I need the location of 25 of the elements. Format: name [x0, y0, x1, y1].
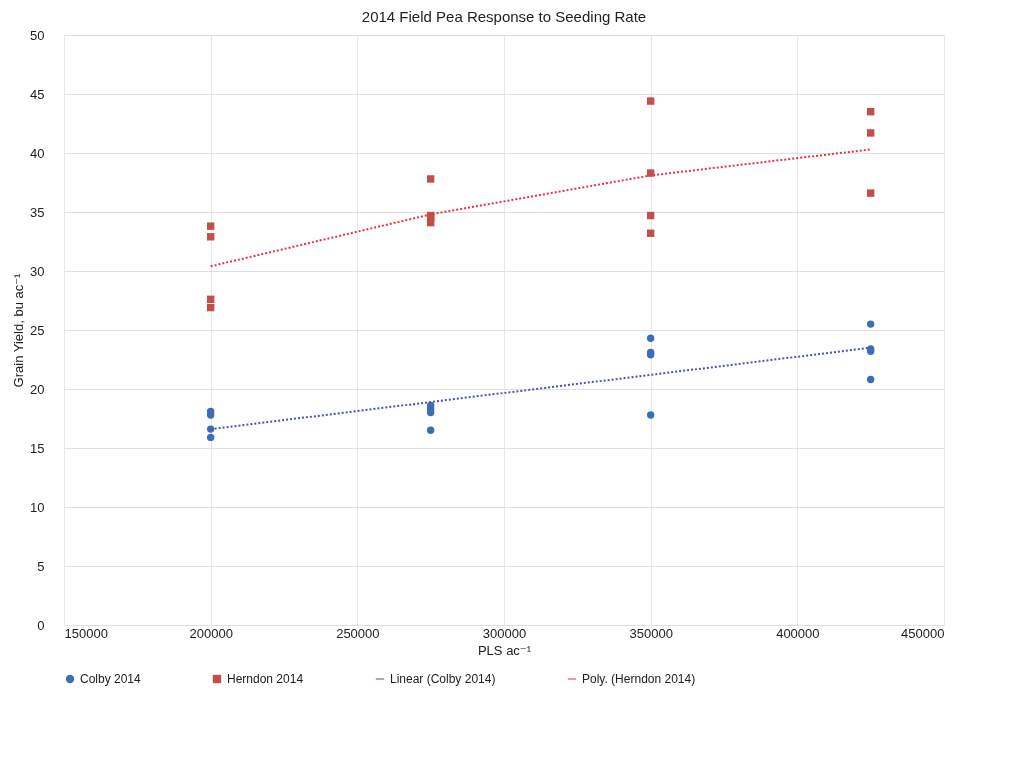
- y-tick-label: 40: [30, 145, 45, 161]
- y-tick-label: 25: [30, 322, 45, 338]
- x-tick-label: 450000: [901, 625, 945, 641]
- y-tick-label: 35: [30, 204, 45, 220]
- legend-label: Linear (Colby 2014): [390, 672, 496, 686]
- y-tick-label: 30: [30, 263, 45, 279]
- chart-title: 2014 Field Pea Response to Seeding Rate: [361, 8, 647, 25]
- legend-label: Poly. (Herndon 2014): [582, 672, 696, 686]
- x-axis-title: PLS ac⁻¹: [477, 642, 532, 658]
- x-tick-label: 300000: [482, 625, 527, 641]
- y-tick-label: 5: [37, 558, 45, 574]
- x-tick-label: 350000: [629, 625, 673, 641]
- y-tick-label: 45: [30, 86, 45, 102]
- x-tick-label: 400000: [776, 625, 820, 641]
- y-tick-label: 20: [30, 381, 45, 397]
- x-tick-label: 200000: [189, 625, 233, 641]
- legend-label: Colby 2014: [80, 672, 142, 686]
- x-tick-label: 150000: [64, 625, 108, 641]
- legend-label: Herndon 2014: [227, 672, 304, 686]
- y-tick-label: 50: [30, 27, 45, 43]
- y-axis-title: Grain Yield, bu ac⁻¹: [11, 272, 27, 388]
- y-tick-label: 10: [30, 499, 45, 515]
- y-tick-label: 15: [30, 440, 45, 456]
- x-tick-label: 250000: [336, 625, 380, 641]
- y-tick-label: 0: [37, 617, 45, 633]
